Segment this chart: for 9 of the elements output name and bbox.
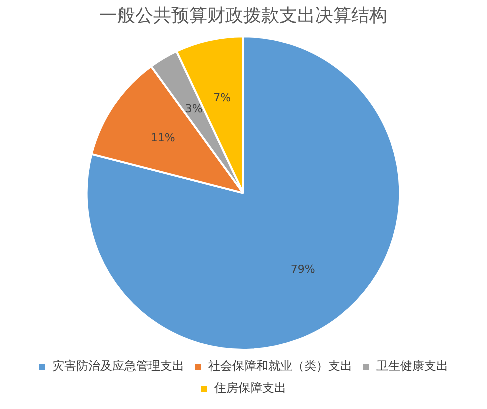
data-label: 11% <box>150 132 176 145</box>
legend-label: 灾害防治及应急管理支出 <box>52 359 184 374</box>
legend-label: 社会保障和就业（类）支出 <box>208 359 352 374</box>
legend-label: 住房保障支出 <box>214 381 286 396</box>
legend-label: 卫生健康支出 <box>376 359 448 374</box>
data-label: 79% <box>290 262 316 276</box>
chart-title: 一般公共预算财政拨款支出决算结构 <box>100 5 388 26</box>
data-label: 7% <box>214 91 232 104</box>
data-label: 3% <box>185 102 203 116</box>
